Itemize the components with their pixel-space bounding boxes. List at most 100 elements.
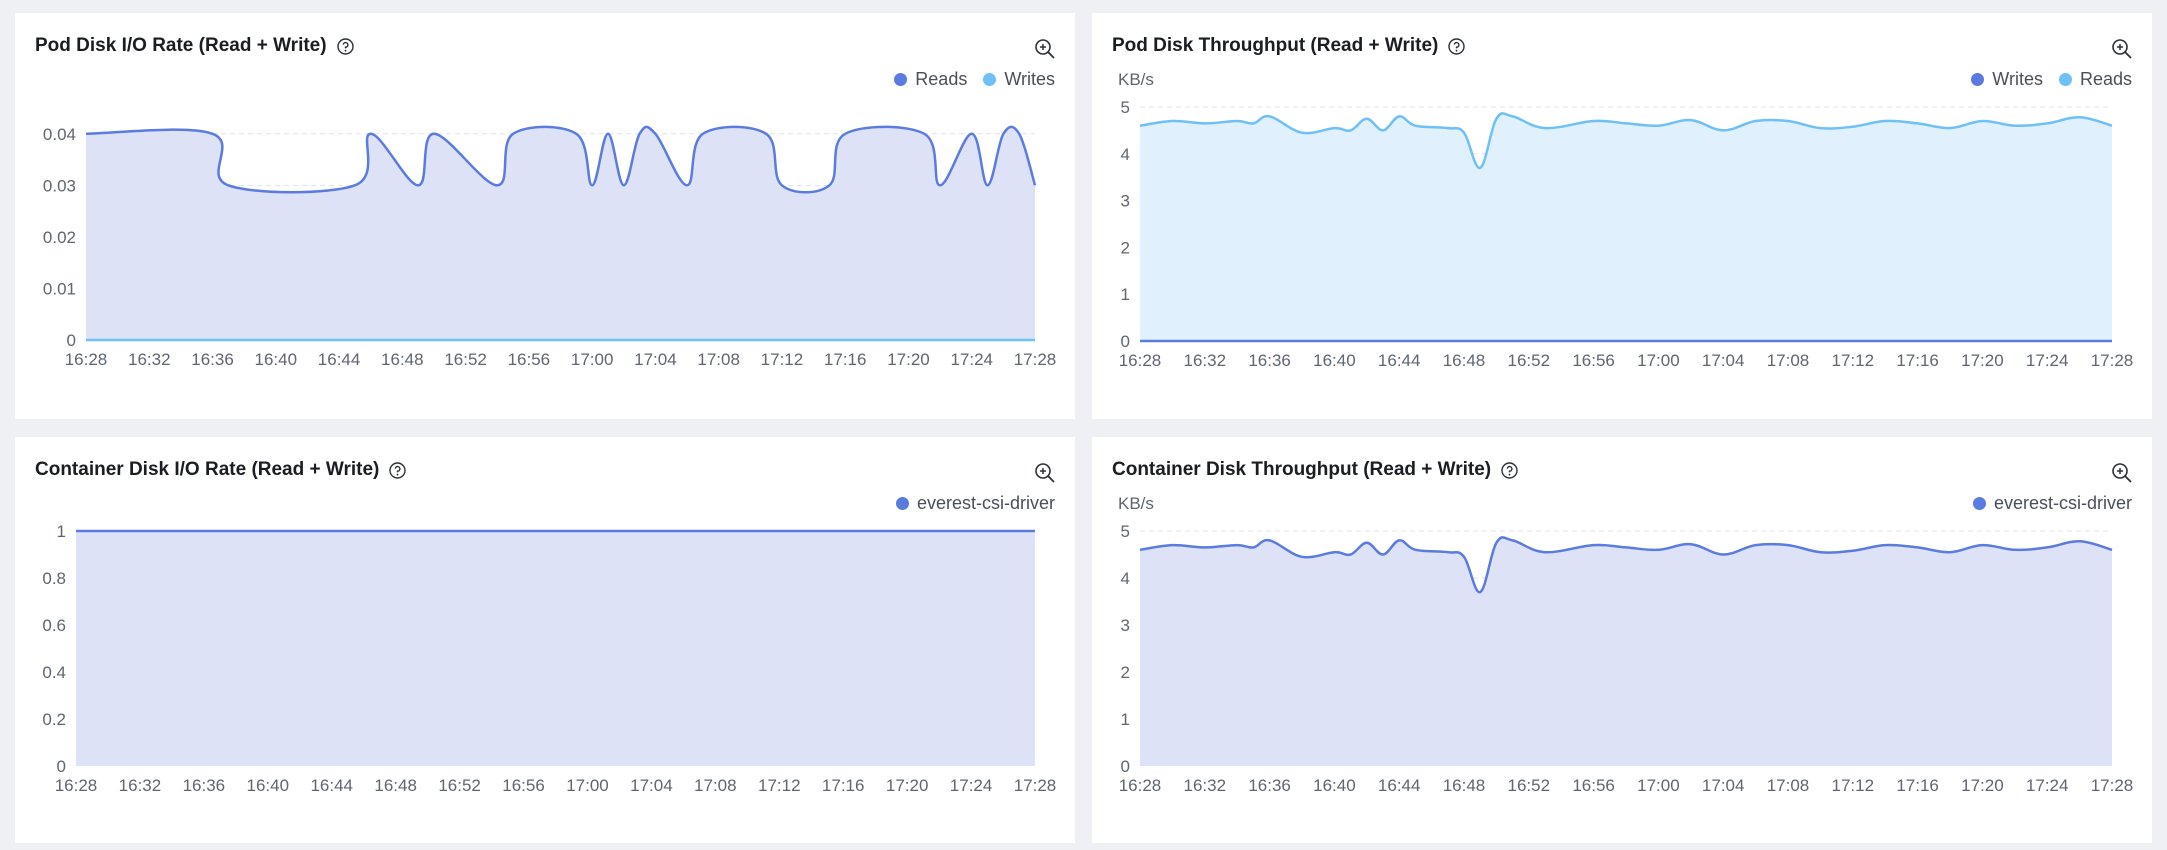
y-unit-label: KB/s [1118,70,1154,89]
y-tick-label: 0.8 [42,569,66,588]
y-tick-label: 0.02 [43,228,76,247]
x-tick-label: 16:40 [1313,776,1356,795]
panel-title-wrap: Pod Disk Throughput (Read + Write) [1112,35,1466,57]
x-tick-label: 17:04 [634,350,677,369]
y-tick-label: 4 [1121,145,1130,164]
chart-pod-disk-throughput: 0 1 2 3 4 5 KB/s 16:28 16:32 16:36 16:40 16:44 16:48… [1118,70,2134,370]
x-tick-label: 17:12 [1832,351,1875,370]
y-tick-label: 0.04 [43,125,76,144]
y-unit-label: KB/s [1118,494,1154,513]
x-tick-label: 16:28 [1119,351,1162,370]
y-tick-label: 0.2 [42,710,66,729]
panel-pod-disk-throughput: Pod Disk Throughput (Read + Write) Write… [1092,13,2152,419]
x-tick-label: 17:20 [886,776,929,795]
y-tick-label: 2 [1121,238,1130,257]
x-tick-label: 17:24 [950,776,993,795]
question-circle-icon[interactable] [389,461,407,479]
x-tick-label: 16:48 [1443,776,1486,795]
x-tick-label: 16:36 [1248,776,1291,795]
x-tick-label: 16:28 [65,350,108,369]
x-tick-label: 17:28 [2091,776,2134,795]
zoom-in-icon[interactable] [1033,37,1057,61]
y-tick-label: 0 [1121,757,1130,776]
x-tick-label: 16:40 [1313,351,1356,370]
panel-title: Container Disk Throughput (Read + Write) [1112,459,1492,480]
x-tick-label: 17:16 [822,776,865,795]
x-tick-label: 17:08 [694,776,737,795]
x-tick-label: 17:00 [571,350,614,369]
zoom-in-icon[interactable] [1033,461,1057,485]
x-tick-label: 17:16 [1896,776,1939,795]
legend-item-everest-csi-driver[interactable]: everest-csi-driver [1972,493,2132,514]
legend-label: Writes [1004,69,1055,89]
x-tick-label: 17:28 [2091,351,2134,370]
zoom-in-icon[interactable] [2110,37,2134,61]
panel-title: Pod Disk I/O Rate (Read + Write) [35,35,327,56]
x-tick-label: 16:32 [1184,351,1227,370]
x-tick-label: 17:24 [2026,351,2069,370]
legend-dot-icon [895,497,909,510]
x-tick-label: 17:12 [1832,776,1875,795]
legend-item-writes[interactable]: Writes [1971,69,2043,90]
legend-item-writes[interactable]: Writes [983,69,1055,90]
x-tick-label: 16:48 [381,350,424,369]
x-tick-label: 16:40 [247,776,290,795]
legend-dot-icon [894,73,908,86]
chart-container-disk-io-rate: 0 0.2 0.4 0.6 0.8 1 16:28 16:32 16:36 16:40 16:44 1… [42,522,1057,795]
x-tick-label: 17:08 [1767,351,1810,370]
y-tick-label: 0 [57,757,66,776]
y-tick-label: 1 [1121,285,1130,304]
y-tick-label: 1 [57,522,66,541]
x-tick-label: 16:44 [310,776,353,795]
x-tick-label: 17:04 [1702,776,1745,795]
x-tick-label: 16:36 [191,350,234,369]
y-tick-label: 3 [1121,616,1130,635]
x-tick-label: 17:16 [824,350,867,369]
x-tick-label: 17:04 [1702,351,1745,370]
question-circle-icon[interactable] [336,37,354,55]
panel-title-wrap: Pod Disk I/O Rate (Read + Write) [35,35,354,57]
y-tick-label: 2 [1121,663,1130,682]
x-tick-label: 16:36 [1248,351,1291,370]
x-tick-label: 16:44 [318,350,361,369]
legend-item-everest-csi-driver[interactable]: everest-csi-driver [895,493,1055,514]
x-tick-label: 16:52 [438,776,481,795]
panel-container-disk-io-rate: Container Disk I/O Rate (Read + Write) e… [15,437,1075,843]
x-tick-label: 17:08 [697,350,740,369]
x-tick-label: 16:44 [1378,776,1421,795]
legend-label: Writes [1992,69,2043,89]
legend-dot-icon [983,73,997,86]
x-tick-label: 16:52 [1508,351,1551,370]
question-circle-icon[interactable] [1448,37,1466,55]
legend-dot-icon [1972,497,1986,510]
chart-pod-disk-io-rate: 0 0.01 0.02 0.03 0.04 16:28 16:32 16:36 16:40 16:… [43,125,1056,369]
legend-dot-icon [2058,73,2072,86]
panel-title: Container Disk I/O Rate (Read + Write) [35,459,380,480]
x-tick-label: 16:52 [1508,776,1551,795]
series-line-everest-csi-driver [1139,536,2113,594]
x-tick-label: 17:28 [1014,776,1057,795]
zoom-in-icon[interactable] [2110,461,2134,485]
x-tick-label: 17:00 [1637,351,1680,370]
series-area-everest-csi-driver [76,531,1035,766]
y-tick-label: 0.03 [43,176,76,195]
chart-legend: Writes Reads [1971,69,2132,90]
legend-item-reads[interactable]: Reads [2058,69,2132,90]
y-tick-label: 5 [1121,98,1130,117]
x-tick-label: 17:16 [1896,351,1939,370]
x-tick-label: 16:56 [1572,351,1615,370]
x-tick-label: 16:40 [255,350,298,369]
question-circle-icon[interactable] [1501,461,1518,479]
x-tick-label: 16:32 [128,350,171,369]
y-tick-label: 0.4 [42,663,66,682]
panel-title: Pod Disk Throughput (Read + Write) [1112,35,1439,56]
x-tick-label: 17:12 [761,350,804,369]
x-tick-label: 17:20 [887,350,930,369]
x-tick-label: 16:56 [508,350,551,369]
x-tick-label: 17:24 [2026,776,2069,795]
x-tick-label: 16:32 [1184,776,1227,795]
chart-legend: Reads Writes [894,69,1055,90]
x-tick-label: 17:00 [566,776,609,795]
series-area-reads [1140,113,2112,341]
legend-item-reads[interactable]: Reads [894,69,967,90]
